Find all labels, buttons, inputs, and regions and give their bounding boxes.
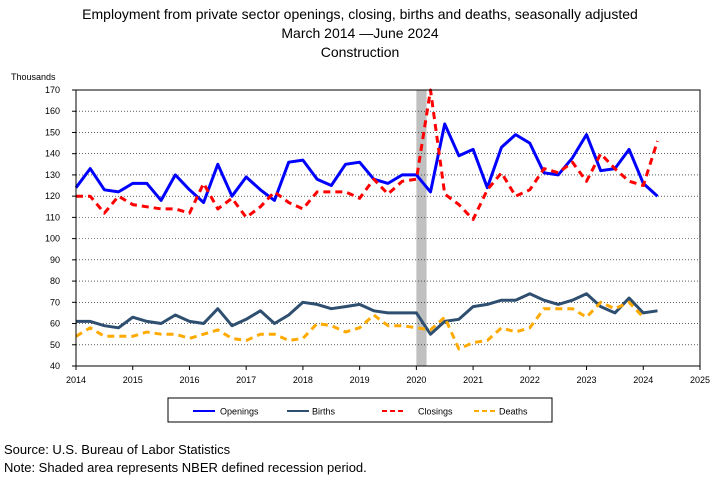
legend-box <box>167 397 553 423</box>
plot-background <box>76 90 700 366</box>
x-tick-label: 2023 <box>577 375 597 385</box>
recession-note: Note: Shaded area represents NBER define… <box>4 460 367 475</box>
y-tick-label: 70 <box>50 297 60 307</box>
plot-frame <box>75 89 701 367</box>
chart-title-line-2: March 2014 —June 2024 <box>281 25 438 41</box>
y-axis-ticks: 40 50 60 70 80 90 100 110 120 130 140 150 160 170 <box>45 85 76 371</box>
x-tick-label: 2018 <box>293 375 313 385</box>
y-tick-label: 120 <box>45 191 60 201</box>
plot-area <box>76 90 700 366</box>
series-line-births <box>76 292 658 336</box>
x-tick-label: 2025 <box>690 375 710 385</box>
series-line-openings <box>74 122 659 204</box>
series-line-deaths <box>75 300 645 351</box>
chart-title-line-3: Construction <box>321 44 400 60</box>
series-layer <box>74 88 659 351</box>
y-axis-label: Thousands <box>11 72 56 82</box>
y-tick-label: 80 <box>50 276 60 286</box>
y-tick-label: 130 <box>45 170 60 180</box>
x-tick-label: 2020 <box>406 375 426 385</box>
y-tick-label: 110 <box>46 212 60 222</box>
legend-label-births: Births <box>312 407 336 417</box>
y-tick-label: 90 <box>50 255 60 265</box>
y-tick-label: 100 <box>45 234 60 244</box>
plot-border <box>75 89 701 367</box>
recession-band <box>416 90 427 366</box>
source-note: Source: U.S. Bureau of Labor Statistics <box>4 442 231 457</box>
x-tick-label: 2017 <box>236 375 256 385</box>
y-tick-label: 150 <box>45 127 60 137</box>
chart-title-line-1: Employment from private sector openings,… <box>82 6 638 22</box>
x-tick-label: 2024 <box>633 375 653 385</box>
y-tick-label: 50 <box>50 340 60 350</box>
series-line-closings <box>76 88 659 221</box>
y-tick-label: 170 <box>45 85 60 95</box>
legend-label-openings: Openings <box>220 407 259 417</box>
y-tick-label: 40 <box>50 361 60 371</box>
x-tick-label: 2014 <box>66 375 86 385</box>
x-tick-label: 2021 <box>463 375 483 385</box>
y-tick-label: 140 <box>45 149 60 159</box>
x-tick-label: 2015 <box>123 375 143 385</box>
x-tick-label: 2016 <box>179 375 199 385</box>
y-tick-label: 60 <box>50 319 60 329</box>
x-axis-ticks: 2014 2015 2016 2017 2018 2019 2020 2021 2022 2023… <box>66 366 710 385</box>
legend-label-closings: Closings <box>418 407 453 417</box>
x-tick-label: 2019 <box>350 375 370 385</box>
legend-label-deaths: Deaths <box>499 407 528 417</box>
x-tick-label: 2022 <box>520 375 540 385</box>
y-tick-label: 160 <box>45 106 60 116</box>
recession-band-layer <box>416 90 427 366</box>
legend: Openings Births Closings Deaths <box>167 397 553 423</box>
